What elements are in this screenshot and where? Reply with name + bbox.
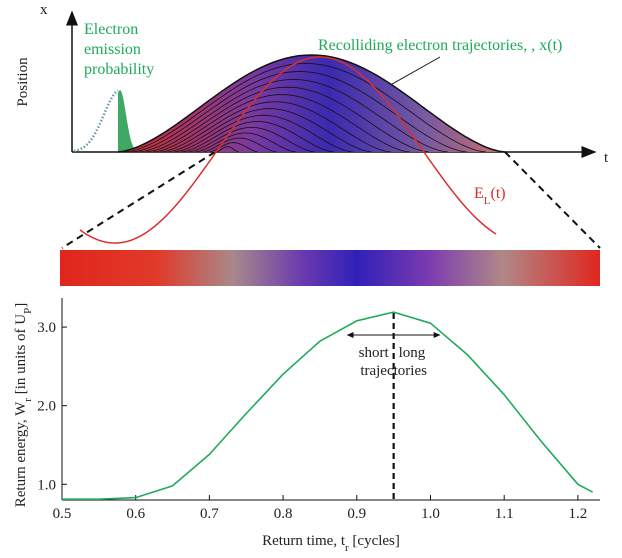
text-part: Return energy, W bbox=[13, 401, 29, 507]
axis-label: Position bbox=[15, 57, 31, 107]
trajectory bbox=[159, 101, 392, 153]
emission-label: emission bbox=[84, 41, 141, 58]
subscript: L bbox=[484, 195, 491, 207]
x-tick-label: 0.9 bbox=[347, 506, 366, 522]
laser-field bbox=[79, 56, 497, 244]
trajectory bbox=[117, 54, 506, 153]
trajectory bbox=[166, 108, 373, 153]
y-tick-label: 1.0 bbox=[37, 477, 56, 493]
annotation: short bbox=[359, 345, 390, 361]
x-tick-label: 1.2 bbox=[569, 506, 588, 522]
x-tick-label: 0.6 bbox=[126, 506, 145, 522]
annotation: long bbox=[399, 345, 426, 361]
trajectory bbox=[201, 137, 278, 153]
trajectory bbox=[152, 94, 411, 153]
text-part: [cycles] bbox=[349, 533, 400, 549]
subscript: r bbox=[345, 542, 349, 553]
trajectory-envelope bbox=[118, 55, 505, 152]
trajectory bbox=[194, 132, 297, 153]
bottom-chart: 0.5 0.6 0.7 0.8 0.9 1.0 1.1 1.2 1.0 2.0 3.0 short lo… bbox=[13, 298, 600, 554]
subscript: P bbox=[22, 308, 34, 314]
y-tick-label: 3.0 bbox=[37, 320, 56, 336]
y-axis-label: Return energy, Wr [in units of UP] bbox=[13, 303, 34, 508]
emission-label: probability bbox=[84, 61, 154, 78]
axis-label: x bbox=[40, 2, 48, 18]
text-part: Return time, t bbox=[262, 533, 346, 549]
x-tick-label: 0.5 bbox=[53, 506, 72, 522]
color-bar bbox=[60, 250, 600, 286]
x-tick-label: 0.7 bbox=[200, 506, 219, 522]
trajectory bbox=[173, 114, 354, 153]
x-tick-label: 0.8 bbox=[274, 506, 293, 522]
text-part: E bbox=[474, 185, 484, 202]
trajectory bbox=[180, 121, 335, 153]
zoom-line bbox=[61, 151, 216, 249]
trajectory bbox=[145, 86, 430, 153]
x-axis-label: Return time, tr [cycles] bbox=[262, 533, 400, 553]
zoom-line bbox=[504, 151, 601, 249]
emission-label: Electron bbox=[84, 21, 138, 38]
annotation: trajectories bbox=[360, 363, 427, 379]
emission-fill bbox=[118, 90, 140, 152]
emission-dotted bbox=[73, 89, 119, 153]
trajectory bbox=[138, 79, 449, 153]
trajectory bbox=[208, 142, 259, 153]
x-tick-label: 1.1 bbox=[495, 506, 514, 522]
trajectories-label: Recolliding electron trajectories, , x(t… bbox=[318, 37, 562, 54]
subscript: r bbox=[22, 398, 34, 402]
text-part: (t) bbox=[491, 185, 506, 202]
trajectory bbox=[187, 126, 316, 153]
text-part: [in units of U bbox=[13, 314, 29, 398]
top-panel: x Position t Recolliding electron trajec… bbox=[15, 2, 609, 286]
trajectory bbox=[216, 146, 239, 153]
line bbox=[62, 311, 593, 500]
trajectory bbox=[131, 71, 468, 153]
trajectory bbox=[124, 62, 487, 153]
field-label: EL(t) bbox=[474, 185, 506, 207]
text-part: ] bbox=[13, 303, 29, 308]
x-tick-label: 1.0 bbox=[421, 506, 440, 522]
axis-label: t bbox=[604, 150, 609, 166]
y-tick-label: 2.0 bbox=[37, 399, 56, 415]
